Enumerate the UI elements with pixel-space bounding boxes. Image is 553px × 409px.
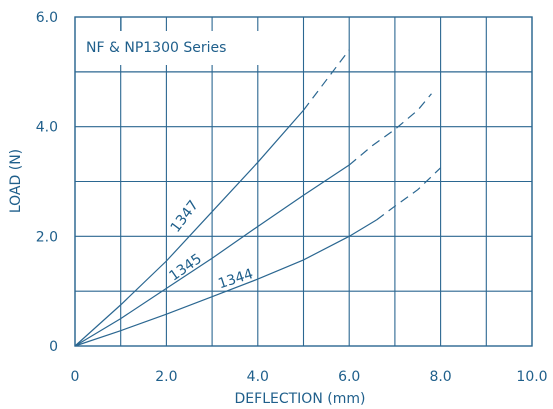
x-tick-label: 10.0: [516, 369, 547, 385]
tick-layer: 0 2.0 4.0 6.0 8.0 10.0 0 2.0 4.0 6.0: [36, 10, 548, 385]
y-tick-label: 6.0: [36, 10, 58, 26]
title-box: [77, 31, 267, 65]
y-axis-title: LOAD (N): [8, 149, 24, 213]
plot-frame: [74, 16, 533, 347]
x-tick-label: 0: [71, 369, 80, 385]
series-1347-dashed-line: [303, 49, 350, 111]
grid-layer: [74, 16, 533, 347]
series-1345-dashed-line: [348, 93, 432, 166]
y-tick-label: 0: [49, 339, 58, 355]
series-1344-solid-line: [74, 219, 377, 347]
y-tick-label: 2.0: [36, 229, 58, 245]
x-tick-label: 8.0: [429, 369, 451, 385]
series-label-1347: 1347: [168, 198, 202, 236]
y-tick-label: 4.0: [36, 120, 58, 136]
label-layer: 1347 1345 1344: [167, 198, 256, 293]
series-label-1344: 1344: [216, 266, 255, 292]
series-layer: [74, 49, 442, 347]
x-tick-label: 6.0: [338, 369, 360, 385]
series-1345-solid-line: [74, 164, 350, 347]
series-1347-solid-line: [74, 109, 304, 347]
x-tick-label: 2.0: [155, 369, 177, 385]
x-tick-label: 4.0: [247, 369, 269, 385]
series-1344-dashed-line: [376, 167, 442, 221]
chart-title: NF & NP1300 Series: [86, 40, 226, 56]
x-axis-title: DEFLECTION (mm): [235, 391, 366, 407]
series-label-1345: 1345: [167, 251, 205, 285]
